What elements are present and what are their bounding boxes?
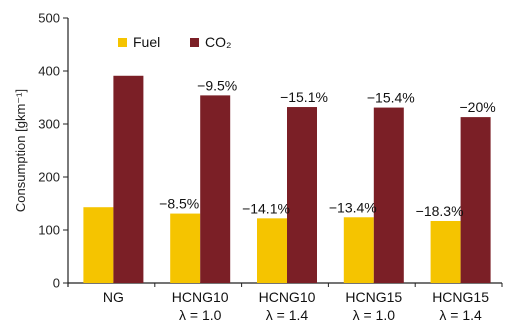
bar-labels: −8.5% −9.5% −14.1% −15.1% −13.4% −15.4% −18.3%… [159,77,496,219]
legend-label-fuel: Fuel [133,34,160,50]
x-tick-label-sub: λ = 1.0 [179,307,222,323]
y-tick-label: 200 [38,170,60,185]
y-tick-label: 0 [53,276,60,291]
x-tick-label-sub: λ = 1.0 [353,307,396,323]
y-axis-label: Consumption [gkm⁻¹] [13,89,28,212]
bar-co2 [373,107,404,283]
bar-label-co2: −20% [459,99,495,115]
legend-swatch-fuel [118,38,127,47]
bar-label-co2: −15.4% [367,90,415,106]
legend: Fuel CO₂ [118,34,231,50]
bar-fuel [257,218,287,283]
bar-co2 [113,75,144,284]
legend-label-co2: CO₂ [205,34,231,50]
bar-co2 [287,107,317,283]
x-tick-label: NG [103,289,124,305]
bar-label-fuel: −14.1% [242,200,290,216]
y-tick-label: 300 [38,117,60,132]
y-tick-label: 100 [38,223,60,238]
x-tick-label-sub: λ = 1.4 [266,307,309,323]
bar-label-co2: −9.5% [197,77,237,93]
bar-label-co2: −15.1% [280,89,328,105]
bar-fuel [83,207,114,283]
bar-fuel [430,220,461,283]
bars [83,75,491,284]
bar-co2 [460,117,491,283]
y-tick-label: 500 [38,11,60,26]
x-tick-label: HCNG15 [345,289,402,305]
bar-label-fuel: −13.4% [329,199,377,215]
bar-label-fuel: −8.5% [159,196,199,212]
axes: 0 100 200 300 400 500 Consumption [gkm⁻¹] NG HCN… [13,11,503,323]
bar-fuel [343,217,374,283]
bar-fuel [170,213,201,283]
x-tick-label: HCNG15 [432,289,489,305]
bar-label-fuel: −18.3% [416,203,464,219]
x-tick-label: HCNG10 [172,289,229,305]
bar-co2 [200,95,231,283]
y-tick-label: 400 [38,64,60,79]
x-tick-label-sub: λ = 1.4 [439,307,482,323]
legend-swatch-co2 [190,38,199,47]
x-tick-label: HCNG10 [259,289,316,305]
